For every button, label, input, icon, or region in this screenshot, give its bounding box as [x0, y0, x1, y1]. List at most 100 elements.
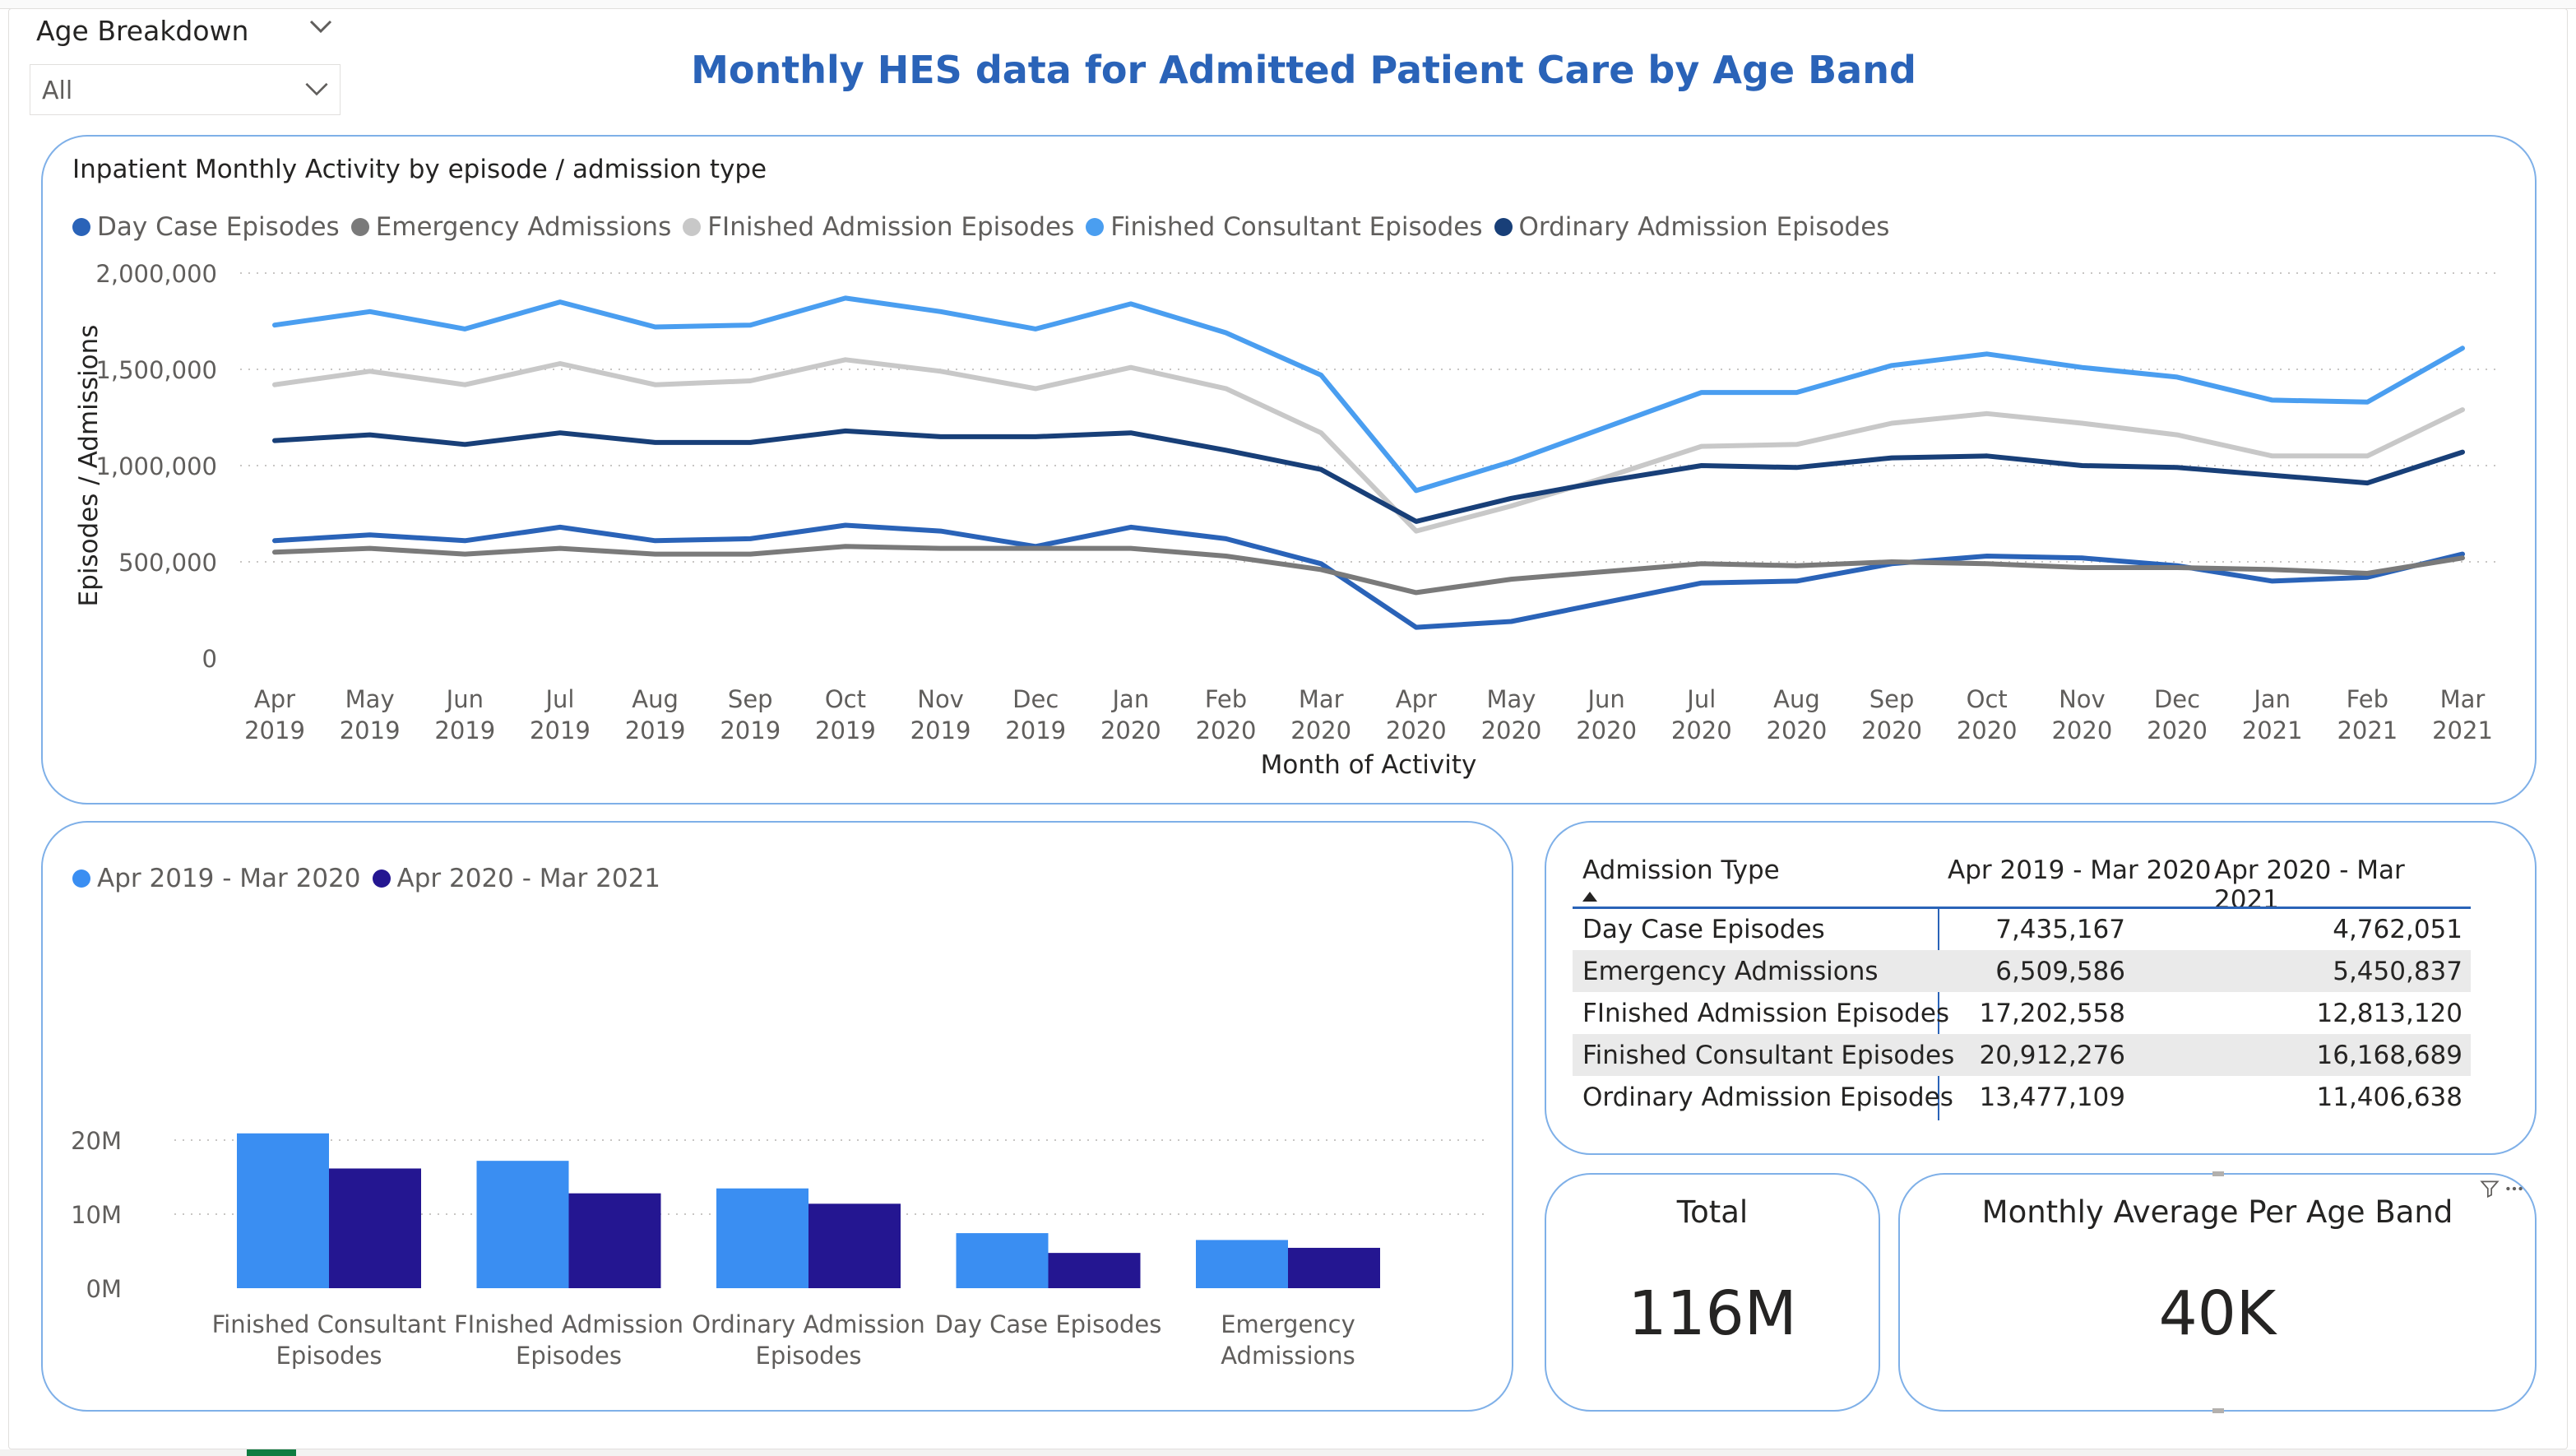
y-tick-label: 1,500,000 — [95, 356, 217, 384]
series-line[interactable] — [272, 295, 2465, 494]
line-chart-card[interactable]: Inpatient Monthly Activity by episode / … — [41, 135, 2537, 805]
resize-handle[interactable] — [2212, 1408, 2224, 1413]
bar-chart-card[interactable]: Apr 2019 - Mar 2020 Apr 2020 - Mar 2021 2… — [41, 821, 1513, 1412]
chevron-down-icon[interactable] — [304, 12, 337, 44]
legend-item[interactable]: Day Case Episodes — [72, 212, 340, 242]
bar[interactable] — [237, 1133, 329, 1288]
page-tabs-bar — [0, 1449, 2576, 1456]
x-tick-label: 2020 — [1196, 716, 1257, 744]
x-tick-label: Feb — [1205, 685, 1247, 713]
x-tick-label: Mar — [1299, 685, 1344, 713]
legend-dot — [350, 218, 369, 236]
bar[interactable] — [1288, 1247, 1380, 1288]
kpi-title: Total — [1676, 1194, 1749, 1230]
x-tick-label: Feb — [2347, 685, 2388, 713]
y-tick-label: 0 — [202, 645, 217, 673]
y-tick-label: 0M — [86, 1275, 122, 1303]
legend-dot — [1494, 218, 1513, 236]
legend-item[interactable]: Emergency Admissions — [350, 212, 672, 242]
cell-period1: 7,435,167 — [1995, 915, 2125, 944]
bar[interactable] — [716, 1188, 808, 1288]
x-tick-label: Dec — [1012, 685, 1059, 713]
legend-dot — [72, 218, 90, 236]
monthly-average-kpi-card[interactable]: Monthly Average Per Age Band 40K — [1898, 1173, 2537, 1412]
legend-item[interactable]: Ordinary Admission Episodes — [1494, 212, 1890, 242]
x-tick-label: Episodes — [516, 1342, 622, 1370]
legend-item[interactable]: Apr 2019 - Mar 2020 — [72, 864, 361, 893]
legend-label: Apr 2019 - Mar 2020 — [97, 864, 361, 893]
column-header-period1[interactable]: Apr 2019 - Mar 2020 — [1948, 856, 2212, 885]
series-line[interactable] — [272, 357, 2465, 534]
cell-period1: 17,202,558 — [1979, 999, 2126, 1028]
bar-chart-legend: Apr 2019 - Mar 2020 Apr 2020 - Mar 2021 — [72, 864, 672, 893]
x-tick-label: Sep — [1869, 685, 1915, 713]
bar[interactable] — [808, 1203, 901, 1288]
x-tick-label: Finished Consultant — [212, 1310, 447, 1338]
legend-label: Finished Consultant Episodes — [1110, 212, 1483, 242]
y-tick-label: 20M — [71, 1127, 122, 1155]
bar[interactable] — [568, 1193, 661, 1288]
admission-table: Admission Type Apr 2019 - Mar 2020 Apr 2… — [1573, 842, 2471, 1120]
dropdown-value: All — [42, 77, 73, 105]
x-tick-label: Day Case Episodes — [935, 1310, 1162, 1338]
cell-period1: 13,477,109 — [1979, 1083, 2126, 1112]
bar[interactable] — [956, 1233, 1049, 1288]
x-tick-label: Emergency — [1221, 1310, 1355, 1338]
legend-dot — [683, 218, 702, 236]
x-tick-label: 2020 — [1767, 716, 1828, 744]
table-row: Ordinary Admission Episodes 13,477,109 1… — [1573, 1076, 2471, 1118]
legend-item[interactable]: FInished Admission Episodes — [683, 212, 1074, 242]
x-tick-label: Aug — [1773, 685, 1820, 713]
x-tick-label: Oct — [1967, 685, 2008, 713]
bar[interactable] — [1196, 1240, 1288, 1288]
x-tick-label: Episodes — [756, 1342, 862, 1370]
cell-type: Emergency Admissions — [1582, 957, 1879, 986]
more-options-icon[interactable] — [2504, 1178, 2525, 1199]
x-tick-label: 2020 — [1100, 716, 1161, 744]
bar[interactable] — [329, 1168, 421, 1288]
bar[interactable] — [476, 1161, 569, 1288]
kpi-value: 40K — [2158, 1278, 2277, 1349]
x-tick-label: Aug — [632, 685, 679, 713]
total-kpi-card[interactable]: Total 116M — [1545, 1173, 1880, 1412]
x-tick-label: Episodes — [276, 1342, 382, 1370]
series-line[interactable] — [272, 522, 2465, 630]
filter-icon[interactable] — [2479, 1178, 2500, 1199]
sort-ascending-icon[interactable] — [1582, 892, 1597, 902]
x-tick-label: 2020 — [1386, 716, 1447, 744]
x-axis-title: Month of Activity — [1261, 750, 1477, 780]
legend-label: Apr 2020 - Mar 2021 — [396, 864, 661, 893]
cell-period2: 4,762,051 — [2333, 915, 2462, 944]
x-tick-label: Nov — [917, 685, 964, 713]
table-row: FInished Admission Episodes 17,202,558 1… — [1573, 992, 2471, 1034]
age-band-dropdown[interactable]: All — [30, 64, 341, 115]
x-tick-label: 2021 — [2432, 716, 2493, 744]
cell-period1: 6,509,586 — [1995, 957, 2125, 986]
legend-label: Emergency Admissions — [375, 212, 672, 242]
cell-type: Ordinary Admission Episodes — [1582, 1083, 1953, 1112]
x-tick-label: 2020 — [1481, 716, 1542, 744]
kpi-value: 116M — [1628, 1278, 1797, 1349]
x-tick-label: 2019 — [815, 716, 876, 744]
x-tick-label: Jan — [2252, 685, 2291, 713]
x-tick-label: 2019 — [340, 716, 401, 744]
cell-period2: 11,406,638 — [2316, 1083, 2463, 1112]
y-tick-label: 500,000 — [118, 549, 217, 577]
x-tick-label: Jan — [1111, 685, 1150, 713]
legend-item[interactable]: Finished Consultant Episodes — [1086, 212, 1483, 242]
page-tab[interactable] — [247, 1449, 296, 1456]
legend-label: Ordinary Admission Episodes — [1518, 212, 1890, 242]
legend-item[interactable]: Apr 2020 - Mar 2021 — [372, 864, 661, 893]
x-tick-label: Sep — [728, 685, 773, 713]
bar[interactable] — [1048, 1253, 1141, 1288]
column-header-period2[interactable]: Apr 2020 - Mar 2021 — [2214, 856, 2405, 915]
slicer-label: Age Breakdown — [36, 15, 249, 47]
x-tick-label: Dec — [2154, 685, 2200, 713]
column-header-type[interactable]: Admission Type — [1582, 856, 1780, 885]
x-tick-label: Jul — [1685, 685, 1716, 713]
resize-handle[interactable] — [2212, 1171, 2224, 1176]
series-line[interactable] — [272, 428, 2465, 524]
report-canvas — [8, 8, 2568, 1449]
x-tick-label: 2019 — [244, 716, 305, 744]
series-line[interactable] — [272, 544, 2465, 596]
